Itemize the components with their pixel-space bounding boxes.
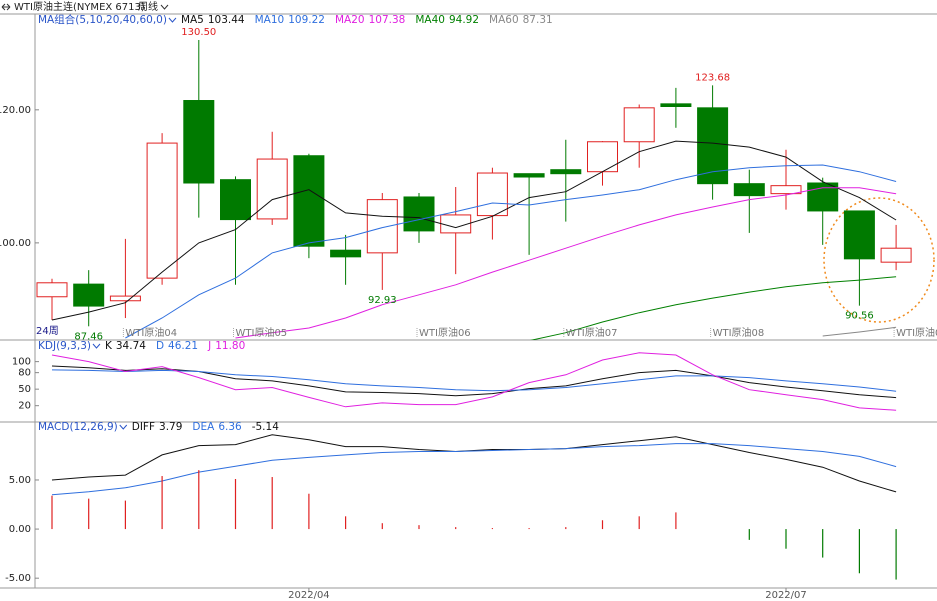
legend-title: KDJ(9,3,3): [38, 340, 91, 352]
candle-body: [733, 183, 765, 197]
high-label: 123.68: [695, 72, 730, 83]
candle-body: [476, 172, 508, 217]
legend-name: MA10: [255, 14, 285, 26]
legend-value: 103.44: [208, 14, 245, 26]
y-tick-label: -5.00: [5, 573, 31, 584]
legend-name: MA60: [489, 14, 519, 26]
y-tick-label: 0.00: [9, 524, 31, 535]
contract-label: WTI原油09: [896, 326, 937, 339]
panel: [51, 352, 897, 411]
instrument: WTI原油主连(NYMEX 6713): [14, 0, 145, 13]
contract-label: WTI原油06: [419, 326, 471, 339]
candle-body: [880, 247, 912, 263]
period-count: 24周: [36, 325, 59, 337]
legend-value: 46.21: [168, 340, 198, 352]
legend-name: DIFF: [132, 421, 155, 433]
y-tick-label: 20: [18, 401, 31, 412]
high-label: 130.50: [181, 27, 216, 38]
candle-body: [550, 169, 582, 175]
line-series: [822, 326, 897, 337]
y-tick-label: 100.00: [0, 238, 31, 249]
candle-body: [183, 100, 215, 184]
candle-body: [513, 173, 545, 178]
line-series: [235, 187, 897, 339]
highlight-circle: [823, 197, 935, 323]
y-tick-label: 120.00: [0, 105, 31, 116]
legend-title: MACD(12,26,9): [38, 421, 118, 433]
contract-label: WTI原油08: [713, 326, 765, 339]
panel: [36, 39, 912, 340]
line-series: [51, 352, 897, 411]
y-tick-label: 5.00: [9, 475, 31, 486]
legend-name: K: [105, 340, 113, 352]
candle-body: [73, 283, 105, 307]
legend-value: 109.22: [288, 14, 325, 26]
contract-label: WTI原油04: [125, 326, 177, 339]
line-series: [51, 369, 897, 392]
legend-name: MA5: [181, 14, 204, 26]
y-tick-label: 50: [18, 384, 31, 395]
legend-name: DEA: [192, 421, 215, 433]
period-chevron[interactable]: [160, 4, 169, 10]
legend-value: 6.36: [218, 421, 242, 433]
legend-chevron: [119, 424, 128, 430]
switch-icon[interactable]: [1, 3, 11, 11]
legend-value: 3.79: [159, 421, 182, 433]
legend-name: D: [156, 340, 164, 352]
candle-body: [109, 295, 141, 302]
legend-name: J: [207, 340, 211, 352]
candle-body: [623, 107, 655, 143]
period[interactable]: 周线: [138, 0, 158, 13]
y-tick-label: 80: [18, 368, 31, 379]
legend-value: 107.38: [369, 14, 406, 26]
low-label: 87.46: [74, 331, 103, 342]
legend-value: 94.92: [449, 14, 479, 26]
candle-body: [843, 210, 875, 260]
candle-body: [807, 182, 839, 212]
legend-name: MA20: [335, 14, 365, 26]
panel: [51, 434, 897, 580]
line-series: [529, 276, 897, 340]
candle-body: [770, 185, 802, 195]
candle-body: [660, 103, 692, 107]
candle-body: [697, 107, 729, 185]
contract-label: WTI原油05: [236, 326, 288, 339]
candle-body: [36, 282, 68, 298]
legend-title: MA组合(5,10,20,40,60,0): [38, 13, 167, 26]
low-label: 90.56: [845, 311, 874, 322]
legend-value: 11.80: [215, 340, 245, 352]
legend-value: -5.14: [252, 421, 279, 433]
y-tick-label: 100: [12, 357, 31, 368]
candle-body: [366, 199, 398, 254]
legend-value: 34.74: [116, 340, 146, 352]
line-series: [51, 443, 897, 496]
candle-body: [587, 141, 618, 173]
candle-body: [293, 155, 325, 247]
legend-chevron: [92, 343, 101, 349]
contract-label: WTI原油07: [566, 326, 618, 339]
x-tick-label: 2022/04: [288, 590, 330, 601]
line-series: [51, 140, 897, 321]
candle-body: [403, 196, 435, 232]
candle-body: [330, 249, 362, 258]
candle-body: [256, 158, 288, 220]
candle-body: [220, 179, 251, 221]
legend-chevron: [168, 17, 177, 23]
candle-body: [146, 142, 178, 279]
legend-name: MA40: [415, 14, 445, 26]
low-label: 92.93: [368, 295, 397, 306]
legend-value: 87.31: [523, 14, 553, 26]
line-series: [125, 164, 897, 339]
x-tick-label: 2022/07: [765, 590, 807, 601]
